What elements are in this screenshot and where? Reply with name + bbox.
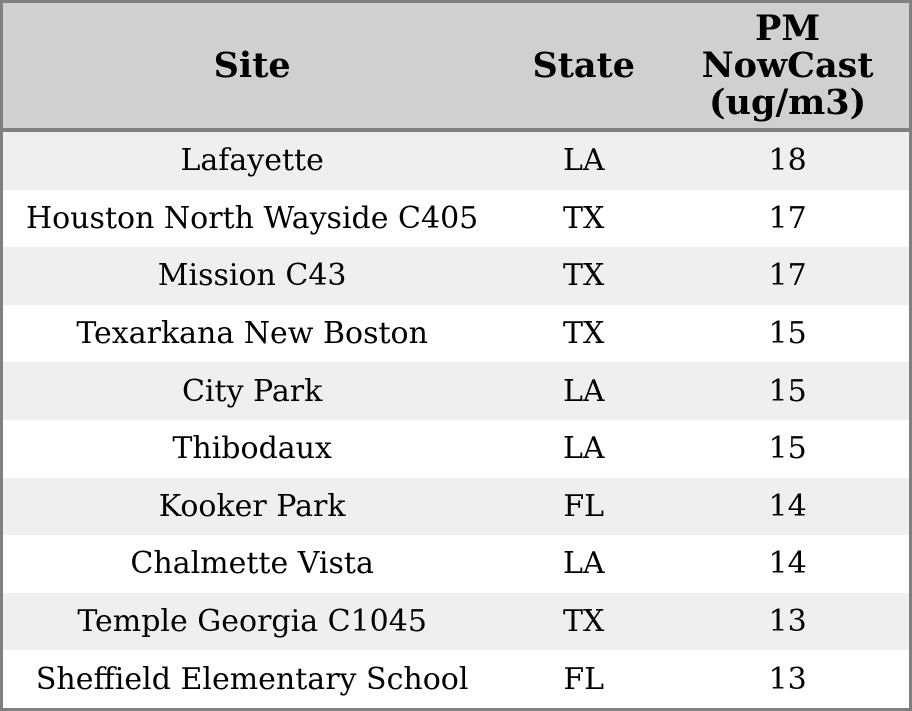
state-cell: LA bbox=[562, 373, 605, 409]
table-row: Texarkana New Boston TX 15 bbox=[3, 304, 909, 363]
pm-header-line-2: NowCast bbox=[701, 45, 874, 86]
table-row: Kooker Park FL 14 bbox=[3, 477, 909, 536]
pm-value-cell: 14 bbox=[768, 546, 807, 582]
site-cell: Texarkana New Boston bbox=[76, 316, 428, 352]
table-row: Sheffield Elementary School FL 13 bbox=[3, 650, 909, 708]
pm-value-cell: 18 bbox=[768, 143, 807, 179]
site-cell: Mission C43 bbox=[157, 258, 347, 294]
pm-header-line-1: PM bbox=[755, 8, 821, 49]
state-cell: LA bbox=[562, 143, 605, 179]
table-body: Lafayette LA 18 Houston North Wayside C4… bbox=[3, 132, 909, 708]
pm-value-cell: 14 bbox=[768, 488, 807, 524]
state-cell: LA bbox=[562, 431, 605, 467]
pm-value-cell: 17 bbox=[768, 200, 807, 236]
state-cell: FL bbox=[563, 488, 605, 524]
site-cell: Kooker Park bbox=[158, 488, 346, 524]
site-cell: Sheffield Elementary School bbox=[35, 661, 469, 697]
column-header-pm-nowcast: PM NowCast (ug/m3) bbox=[666, 10, 909, 121]
state-cell: TX bbox=[563, 258, 605, 294]
site-cell: Houston North Wayside C405 bbox=[26, 200, 479, 236]
pm-value-cell: 15 bbox=[768, 316, 807, 352]
table-row: Lafayette LA 18 bbox=[3, 132, 909, 190]
column-header-state: State bbox=[532, 45, 636, 86]
state-cell: LA bbox=[562, 546, 605, 582]
site-cell: Temple Georgia C1045 bbox=[77, 604, 427, 640]
pm-value-cell: 15 bbox=[768, 373, 807, 409]
table-header-row: Site State PM NowCast (ug/m3) bbox=[3, 3, 909, 132]
table-row: Temple Georgia C1045 TX 13 bbox=[3, 592, 909, 651]
table-row: Houston North Wayside C405 TX 17 bbox=[3, 189, 909, 248]
table-row: Mission C43 TX 17 bbox=[3, 247, 909, 305]
state-cell: TX bbox=[563, 200, 605, 236]
site-cell: Lafayette bbox=[180, 143, 324, 179]
site-cell: City Park bbox=[181, 373, 323, 409]
state-cell: TX bbox=[563, 604, 605, 640]
pm-header-line-3: (ug/m3) bbox=[708, 82, 867, 123]
pm-value-cell: 17 bbox=[768, 258, 807, 294]
site-cell: Thibodaux bbox=[172, 431, 332, 467]
table-row: Thibodaux LA 15 bbox=[3, 419, 909, 478]
state-cell: TX bbox=[563, 316, 605, 352]
column-header-site: Site bbox=[213, 45, 291, 86]
pm-value-cell: 15 bbox=[768, 431, 807, 467]
pm-value-cell: 13 bbox=[768, 604, 807, 640]
pm-value-cell: 13 bbox=[768, 661, 807, 697]
state-cell: FL bbox=[563, 661, 605, 697]
table-row: City Park LA 15 bbox=[3, 362, 909, 420]
table-row: Chalmette Vista LA 14 bbox=[3, 535, 909, 593]
site-cell: Chalmette Vista bbox=[130, 546, 374, 582]
